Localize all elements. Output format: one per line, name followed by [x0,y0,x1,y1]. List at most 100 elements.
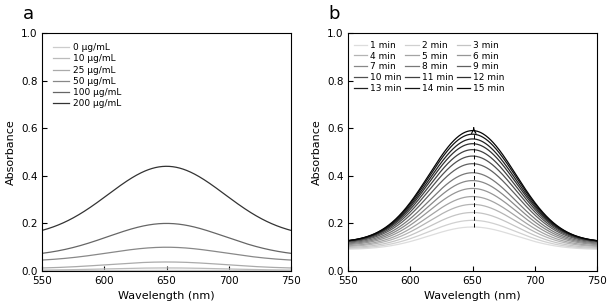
Line: 14 min: 14 min [348,134,597,241]
12 min [469,142,476,146]
10 μg/mL [242,267,250,271]
2 min [588,246,595,250]
11 min [469,148,476,151]
3 min [593,246,600,249]
200 μg/mL [157,165,164,169]
8 min [464,171,471,175]
15 min [548,220,556,223]
Text: a: a [23,6,34,24]
1 min [588,247,595,251]
2 min [469,219,476,222]
9 min [480,164,487,168]
10 min [493,167,500,170]
Line: 3 min: 3 min [348,212,597,247]
5 min [548,235,556,239]
0 μg/mL [187,269,194,272]
0 μg/mL [158,269,165,272]
50 μg/mL [187,247,194,250]
3 min [588,246,595,249]
12 min [345,239,352,243]
9 min [493,173,500,177]
5 min [588,243,595,247]
200 μg/mL [158,165,165,168]
12 min [463,143,470,146]
0 μg/mL [282,269,289,273]
Line: 0 μg/mL: 0 μg/mL [42,270,291,271]
12 min [588,238,595,242]
7 min [464,179,471,183]
9 min [464,162,471,166]
2 min [345,247,352,250]
50 μg/mL [163,245,170,249]
7 min [345,242,352,246]
11 min [493,161,500,165]
9 min [345,240,352,244]
4 min [548,238,556,241]
Line: 12 min: 12 min [348,144,597,241]
13 min [469,137,476,141]
15 min [464,130,471,133]
13 min [464,138,471,142]
25 μg/mL [158,260,165,264]
Line: 10 min: 10 min [348,156,597,242]
25 μg/mL [39,266,46,270]
11 min [588,239,595,242]
13 min [463,138,470,142]
25 μg/mL [282,266,289,270]
Line: 15 min: 15 min [348,130,597,241]
0 μg/mL [287,269,294,273]
10 min [548,225,556,229]
8 min [480,173,487,177]
25 μg/mL [187,261,194,264]
100 μg/mL [287,251,294,255]
10 min [588,239,595,243]
Line: 4 min: 4 min [348,204,597,247]
15 min [593,239,600,243]
1 min [548,243,556,247]
11 min [464,148,471,152]
6 min [548,233,556,237]
8 min [463,172,470,175]
8 min [493,181,500,185]
15 min [480,132,487,136]
2 min [493,223,500,226]
13 min [345,239,352,243]
200 μg/mL [282,227,289,231]
100 μg/mL [282,251,289,255]
3 min [493,216,500,220]
Legend: 0 μg/mL, 10 μg/mL, 25 μg/mL, 50 μg/mL, 100 μg/mL, 200 μg/mL: 0 μg/mL, 10 μg/mL, 25 μg/mL, 50 μg/mL, 1… [52,42,122,109]
5 min [345,244,352,247]
50 μg/mL [157,246,164,249]
25 μg/mL [163,260,170,264]
Line: 2 min: 2 min [348,220,597,248]
7 min [588,242,595,245]
Line: 5 min: 5 min [348,196,597,246]
12 min [548,222,556,226]
0 μg/mL [242,269,250,272]
11 min [480,150,487,154]
13 min [480,140,487,144]
7 min [593,242,600,246]
100 μg/mL [158,222,165,225]
6 min [480,188,487,192]
25 μg/mL [174,260,181,264]
14 min [548,221,556,224]
10 min [345,240,352,243]
10 μg/mL [157,266,164,270]
0 μg/mL [39,269,46,273]
10 min [464,155,471,158]
5 min [463,195,470,199]
13 min [588,238,595,242]
100 μg/mL [157,222,164,225]
4 min [463,203,470,207]
50 μg/mL [174,246,181,249]
10 μg/mL [282,268,289,272]
Line: 200 μg/mL: 200 μg/mL [42,166,291,230]
1 min [464,225,471,229]
5 min [593,244,600,247]
2 min [593,247,600,250]
4 min [480,204,487,208]
100 μg/mL [242,242,250,246]
14 min [463,134,470,137]
2 min [480,219,487,223]
